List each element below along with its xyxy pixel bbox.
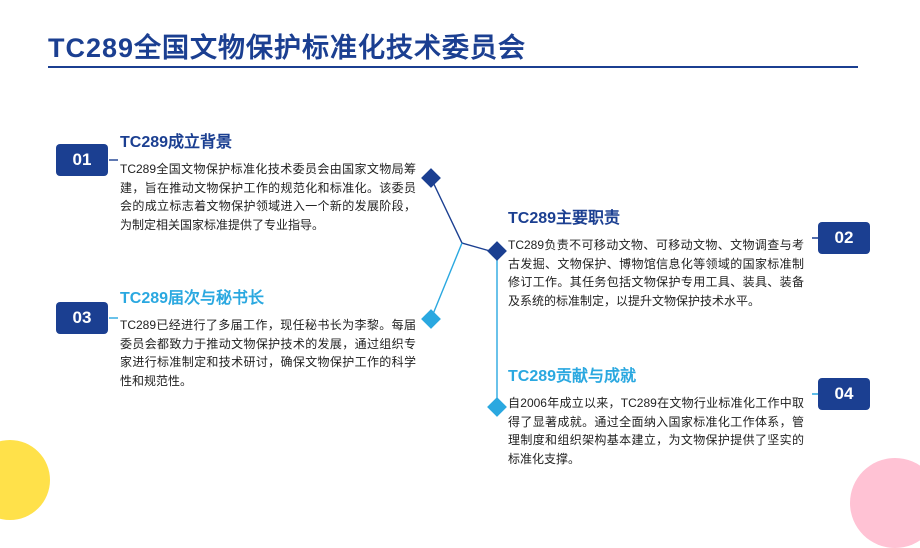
item-number-badge: 02: [818, 222, 870, 254]
decor-circle-right: [850, 458, 920, 548]
connector-node: [421, 309, 441, 329]
item-body: TC289负责不可移动文物、可移动文物、文物调查与考古发掘、文物保护、博物馆信息…: [508, 236, 804, 310]
page-title: TC289全国文物保护标准化技术委员会: [48, 26, 526, 65]
title-underline: [48, 66, 858, 68]
info-block: TC289届次与秘书长 TC289已经进行了多届工作，现任秘书长为李黎。每届委员会…: [120, 284, 416, 390]
connector-node: [421, 168, 441, 188]
connector-node: [487, 397, 507, 417]
item-number-badge: 03: [56, 302, 108, 334]
info-block: TC289贡献与成就自2006年成立以来，TC289在文物行业标准化工作中取得了…: [508, 362, 804, 468]
info-block: TC289成立背景 TC289全国文物保护标准化技术委员会由国家文物局筹建，旨在推…: [120, 128, 416, 234]
connector-node: [487, 241, 507, 261]
item-title: TC289主要职责: [508, 204, 804, 228]
item-body: TC289全国文物保护标准化技术委员会由国家文物局筹建，旨在推动文物保护工作的规…: [120, 160, 416, 234]
item-body: TC289已经进行了多届工作，现任秘书长为李黎。每届委员会都致力于推动文物保护技…: [120, 316, 416, 390]
item-body: 自2006年成立以来，TC289在文物行业标准化工作中取得了显著成就。通过全面纳…: [508, 394, 804, 468]
item-title: TC289贡献与成就: [508, 362, 804, 386]
decor-circle-left: [0, 440, 50, 520]
item-title: TC289届次与秘书长: [120, 284, 416, 308]
item-number-badge: 04: [818, 378, 870, 410]
item-number-badge: 01: [56, 144, 108, 176]
info-block: TC289主要职责 TC289负责不可移动文物、可移动文物、文物调查与考古发掘、文…: [508, 204, 804, 310]
item-title: TC289成立背景: [120, 128, 416, 152]
